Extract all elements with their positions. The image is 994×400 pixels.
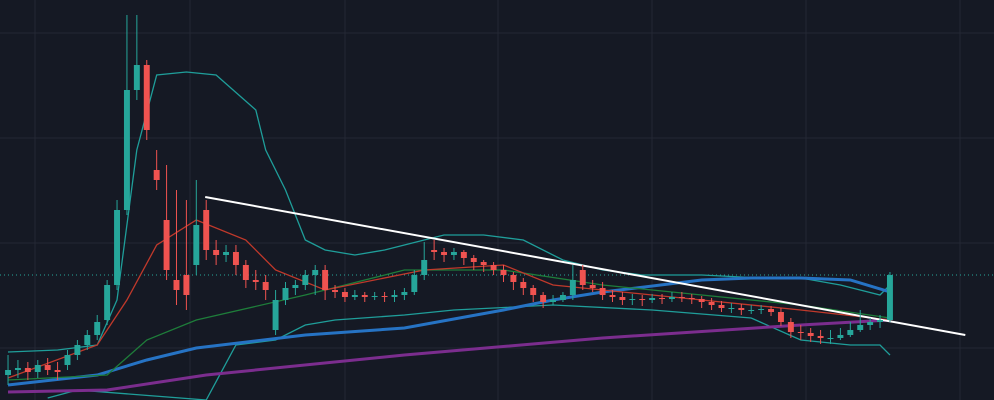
candle-body bbox=[807, 333, 814, 336]
candle-body bbox=[371, 296, 378, 297]
candle-body bbox=[787, 322, 794, 332]
candle-body bbox=[599, 288, 606, 295]
candle-body bbox=[173, 280, 180, 290]
candle-body bbox=[163, 220, 170, 270]
candle-body bbox=[24, 368, 31, 372]
candle-body bbox=[817, 336, 824, 338]
candle-body bbox=[530, 288, 537, 295]
candle-body bbox=[768, 309, 775, 312]
candle-body bbox=[292, 285, 299, 288]
candle-body bbox=[480, 262, 487, 265]
candle-body bbox=[133, 65, 140, 90]
candle-body bbox=[94, 322, 101, 335]
candle-body bbox=[54, 370, 61, 372]
indicator-line bbox=[7, 71, 891, 353]
candle-body bbox=[589, 285, 596, 288]
candle-body bbox=[252, 280, 259, 282]
candle-body bbox=[242, 265, 249, 280]
candle-body bbox=[312, 270, 319, 275]
candle-body bbox=[203, 210, 210, 250]
indicator-line bbox=[7, 276, 891, 387]
candle-body bbox=[361, 295, 368, 297]
candle-body bbox=[322, 270, 329, 290]
candle-body bbox=[123, 90, 130, 210]
candle-body bbox=[797, 332, 804, 333]
candle-body bbox=[748, 310, 755, 311]
candle-body bbox=[450, 252, 457, 255]
candle-body bbox=[520, 282, 527, 288]
candle-body bbox=[777, 312, 784, 322]
candle-body bbox=[668, 297, 675, 299]
candle-body bbox=[421, 260, 428, 275]
candle-body bbox=[510, 275, 517, 282]
candle-body bbox=[14, 368, 21, 370]
candle-body bbox=[302, 275, 309, 285]
candle-body bbox=[381, 296, 388, 297]
candle-body bbox=[470, 258, 477, 262]
candle-body bbox=[847, 330, 854, 335]
candle-body bbox=[44, 365, 51, 370]
candle-body bbox=[34, 365, 41, 372]
candle-body bbox=[500, 270, 507, 275]
candle-body bbox=[659, 298, 666, 299]
candle-body bbox=[827, 338, 834, 339]
candle-body bbox=[431, 250, 438, 252]
candle-body bbox=[401, 292, 408, 295]
candle-body bbox=[272, 300, 279, 330]
candle-body bbox=[857, 325, 864, 330]
candle-body bbox=[193, 225, 200, 265]
candle-body bbox=[550, 300, 557, 302]
candle-body bbox=[629, 299, 636, 300]
candle-body bbox=[441, 252, 448, 255]
candle-body bbox=[223, 252, 230, 255]
indicator-line bbox=[205, 196, 966, 336]
candle-body bbox=[559, 295, 566, 300]
candle-body bbox=[649, 298, 656, 300]
candle-body bbox=[351, 295, 358, 297]
candle-body bbox=[153, 170, 160, 180]
candle-body bbox=[619, 297, 626, 300]
candle-body bbox=[460, 252, 467, 258]
candle-body bbox=[143, 65, 150, 130]
candle-body bbox=[728, 308, 735, 309]
candle-body bbox=[877, 320, 884, 322]
candle-body bbox=[837, 335, 844, 338]
candle-body bbox=[64, 355, 71, 365]
candle-body bbox=[738, 308, 745, 310]
candle-body bbox=[490, 265, 497, 270]
candle-body bbox=[232, 252, 239, 265]
candle-body bbox=[341, 292, 348, 297]
candle-body bbox=[391, 295, 398, 297]
candle-body bbox=[114, 210, 121, 285]
candle-body bbox=[688, 298, 695, 299]
candle-body bbox=[718, 305, 725, 308]
candle-body bbox=[698, 299, 705, 302]
candle-body bbox=[282, 288, 289, 300]
candle-body bbox=[104, 285, 111, 320]
candle-body bbox=[183, 275, 190, 295]
candle-body bbox=[639, 299, 646, 300]
candle-body bbox=[886, 275, 893, 320]
candle-body bbox=[74, 345, 81, 355]
candle-body bbox=[708, 302, 715, 305]
candle-body bbox=[262, 282, 269, 290]
candle-body bbox=[213, 250, 220, 255]
indicator-line bbox=[7, 219, 891, 379]
candle-body bbox=[678, 297, 685, 298]
candle-body bbox=[758, 309, 765, 310]
candle-body bbox=[411, 275, 418, 292]
candle-body bbox=[867, 322, 874, 325]
candle-body bbox=[84, 335, 91, 345]
candle-body bbox=[569, 280, 576, 295]
candle-body bbox=[5, 370, 11, 375]
candle-body bbox=[332, 290, 339, 292]
candle-body bbox=[579, 270, 586, 285]
candle-body bbox=[540, 295, 547, 302]
candle-body bbox=[609, 295, 616, 297]
indicator-line bbox=[7, 269, 891, 381]
